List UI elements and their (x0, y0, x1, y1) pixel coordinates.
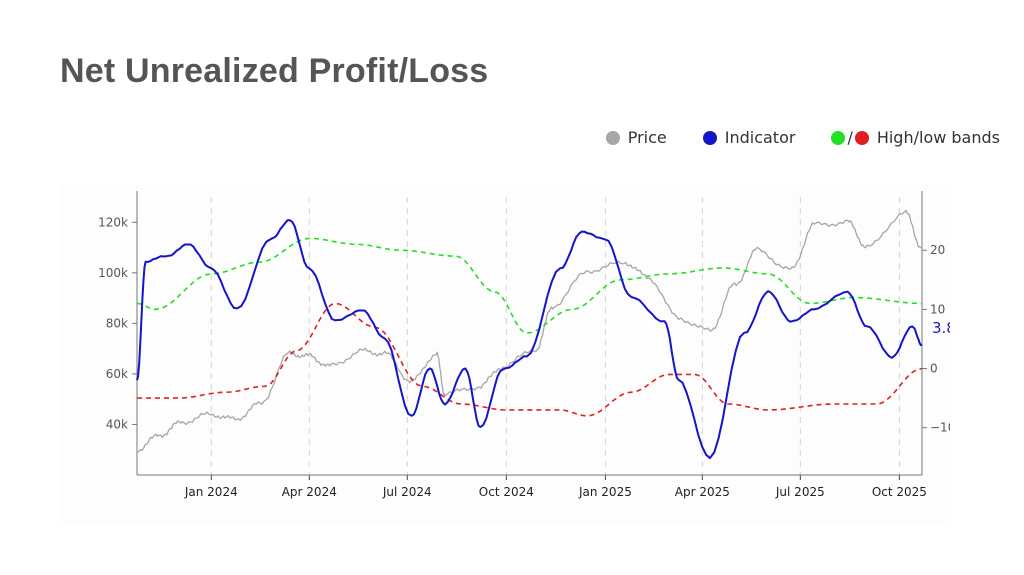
x-tick-label: Jul 2025 (775, 485, 825, 499)
legend-item-bands[interactable]: / High/low bands (831, 128, 1000, 147)
legend-item-price[interactable]: Price (605, 128, 667, 147)
x-tick-label: Apr 2025 (675, 485, 730, 499)
high-band-dot-icon (831, 130, 846, 145)
legend-item-indicator[interactable]: Indicator (702, 128, 796, 147)
low-band-line (137, 302, 923, 417)
y-left-tick-label: 100k (98, 266, 128, 280)
legend-label-price: Price (627, 128, 667, 147)
x-tick-label: Oct 2024 (479, 485, 534, 499)
y-right-tick-label: 0 (930, 362, 938, 376)
y-right-tick-label: 10 (930, 302, 945, 316)
y-right-tick-label: −10 (930, 421, 950, 435)
indicator-line (136, 219, 923, 460)
x-tick-label: Apr 2024 (282, 485, 337, 499)
y-left-tick-label: 40k (106, 417, 128, 431)
tick-labels: Jan 2024 Apr 2024 Jul 2024 Oct 2024 Jan 2025… (98, 215, 950, 499)
x-tick-label: Oct 2025 (872, 485, 927, 499)
legend-label-bands: High/low bands (876, 128, 1000, 147)
price-dot-icon (605, 130, 620, 145)
price-line (136, 209, 922, 453)
chart-title: Net Unrealized Profit/Loss (60, 52, 489, 90)
chart-svg: Jan 2024 Apr 2024 Jul 2024 Oct 2024 Jan 2025… (98, 191, 950, 499)
axes (132, 191, 927, 480)
x-tick-label: Jul 2024 (382, 485, 432, 499)
x-tick-label: Jan 2024 (184, 485, 238, 499)
indicator-last-value-label: 3.84 (932, 319, 950, 337)
chart-legend: Price Indicator / High/low bands (570, 128, 1000, 147)
legend-label-indicator: Indicator (724, 128, 796, 147)
chart-panel: Jan 2024 Apr 2024 Jul 2024 Oct 2024 Jan 2025… (60, 185, 950, 525)
x-tick-label: Jan 2025 (578, 485, 632, 499)
y-left-tick-label: 120k (98, 215, 128, 229)
y-left-tick-label: 80k (106, 316, 128, 330)
series-layer (136, 209, 923, 460)
y-left-tick-label: 60k (106, 367, 128, 381)
high-band-line (136, 237, 923, 334)
indicator-dot-icon (702, 130, 717, 145)
y-right-tick-label: 20 (930, 243, 945, 257)
x-grid (210, 197, 900, 475)
low-band-dot-icon (854, 130, 869, 145)
legend-slash: / (847, 128, 853, 147)
